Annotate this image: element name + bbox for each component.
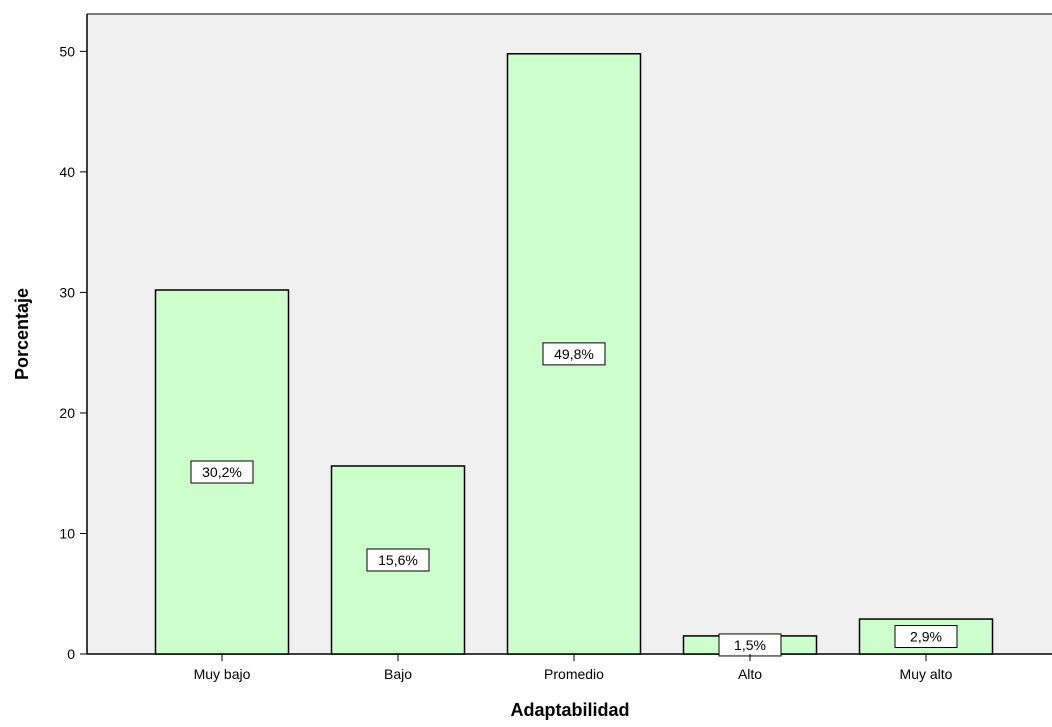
y-tick-label: 40 (59, 164, 75, 180)
x-tick-label: Muy alto (900, 666, 953, 682)
y-tick-label: 20 (59, 405, 75, 421)
x-axis-title: Adaptabilidad (510, 700, 629, 720)
data-label: 15,6% (378, 552, 418, 568)
data-label-box (542, 342, 606, 366)
y-axis-title: Porcentaje (12, 288, 32, 380)
y-axis-ticks: 0 10 20 30 40 50 (59, 43, 87, 662)
y-tick-label: 10 (59, 525, 75, 541)
y-tick-label: 50 (59, 43, 75, 59)
data-label: 1,5% (734, 637, 766, 653)
data-label: 49,8% (554, 346, 594, 362)
x-tick-label: Promedio (544, 666, 604, 682)
data-label-box (366, 548, 430, 572)
x-tick-label: Bajo (384, 666, 412, 682)
data-label: 30,2% (202, 464, 242, 480)
data-label-box (190, 460, 254, 484)
data-label-box (894, 625, 958, 649)
y-tick-label: 30 (59, 284, 75, 300)
bars-group: 30,2% 15,6% 49,8% 1,5% 2,9% (154, 53, 994, 657)
x-tick-label: Muy bajo (194, 666, 251, 682)
y-tick-label: 0 (67, 646, 75, 662)
x-axis-ticks: Muy bajo Bajo Promedio Alto Muy alto (194, 654, 953, 682)
x-tick-label: Alto (738, 666, 762, 682)
data-label: 2,9% (910, 629, 942, 645)
